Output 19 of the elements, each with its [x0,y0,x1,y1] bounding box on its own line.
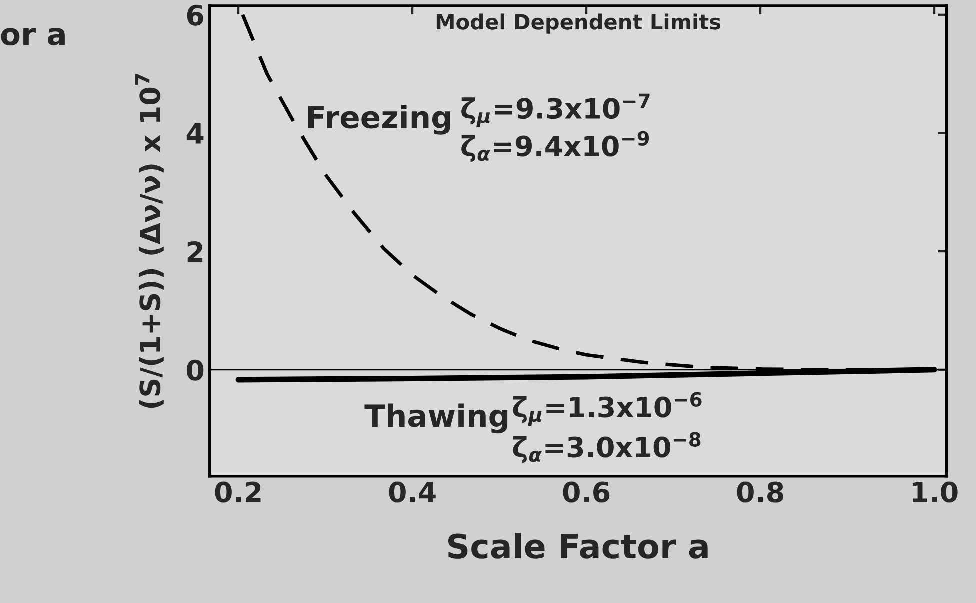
x-tick-label: 0.2 [215,482,261,503]
annotation: Thawing [364,404,508,434]
y-tick-label: 2 [188,241,203,262]
x-axis-title: Scale Factor a [448,533,708,559]
annotation: ζ$_{μ}$=9.3x10$^{−7}$ [462,94,650,128]
x-tick-label: 0.4 [389,482,436,503]
annotation: Freezing [308,105,450,135]
y-tick-label: 6 [187,4,204,26]
annotation: Model Dependent Limits [436,14,721,34]
annotation: ζ$_{α}$=3.0x10$^{−8}$ [513,432,701,464]
y-tick-label: 0 [186,360,204,381]
x-tick-label: 0.6 [563,482,610,503]
x-tick-label: 0.8 [737,482,784,503]
annotation: ζ$_{μ}$=1.3x10$^{−6}$ [513,392,702,426]
text: or a [1,28,65,46]
y-tick-label: 4 [186,124,204,144]
x-tick-label: 1.0 [913,482,958,503]
y-axis-title: (S/(1+S)) (Δν/ν) x 10$^{7}$ [135,74,164,408]
annotation: ζ$_{α}$=9.4x10$^{−9}$ [462,131,650,162]
